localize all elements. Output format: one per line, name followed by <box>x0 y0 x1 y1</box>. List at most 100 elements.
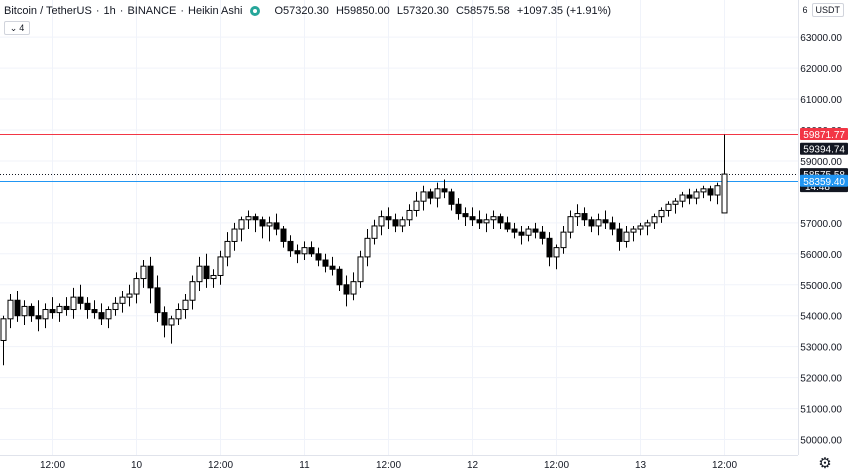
candle-body <box>623 231 630 242</box>
candle-body <box>308 247 315 255</box>
low-label: L <box>396 5 403 17</box>
price-marker-label: 58359.40 <box>803 177 845 188</box>
currency-label[interactable]: USDT <box>811 3 844 17</box>
exchange-label: BINANCE <box>127 5 177 17</box>
candle-body <box>56 305 63 314</box>
candle-body <box>196 265 203 283</box>
x-tick-label: 11 <box>299 460 310 471</box>
candle-body <box>252 216 259 221</box>
candle-body <box>49 309 56 314</box>
candle-body <box>686 194 693 199</box>
candle-body <box>679 194 686 202</box>
candle-body <box>266 222 273 227</box>
candle-body <box>497 216 504 224</box>
y-tick-label: 52000.00 <box>800 374 842 385</box>
candle-body <box>364 237 371 258</box>
candle-body <box>532 228 539 233</box>
candle-body <box>350 281 357 295</box>
candle-body <box>581 213 588 221</box>
candle-body <box>203 265 210 280</box>
legend-sep: · <box>119 5 124 17</box>
legend-sep: · <box>180 5 185 17</box>
chevron-down-icon: ⌄ <box>9 22 18 33</box>
low-value: 57320.30 <box>402 5 449 17</box>
candle-body <box>119 296 126 304</box>
candle-body <box>168 318 175 326</box>
candle-body <box>189 281 196 301</box>
candle-body <box>721 173 728 214</box>
candle-body <box>14 299 21 317</box>
candle-body <box>217 256 224 276</box>
candle-body <box>133 278 140 295</box>
candle-body <box>245 216 252 221</box>
candle-body <box>161 312 168 326</box>
gear-icon[interactable]: ⚙ <box>818 455 832 472</box>
candle-body <box>385 216 392 221</box>
candle-body <box>399 219 406 227</box>
candle-body <box>588 219 595 227</box>
high-value: 59850.00 <box>343 5 390 17</box>
candle-body <box>294 250 301 255</box>
open-label: O <box>274 5 283 17</box>
chart-style-label[interactable]: Heikin Ashi <box>188 5 243 17</box>
candle-body <box>413 200 420 211</box>
candle-body <box>707 188 714 196</box>
candle-body <box>378 216 385 227</box>
candle-body <box>700 188 707 193</box>
y-tick-label: 62000.00 <box>800 64 842 75</box>
candle-body <box>84 302 91 311</box>
symbol-legend[interactable]: Bitcoin / TetherUS · 1h · BINANCE · Heik… <box>4 3 615 19</box>
candle-body <box>637 225 644 230</box>
symbol-name[interactable]: Bitcoin / TetherUS <box>4 5 92 17</box>
candle-body <box>441 188 448 193</box>
candle-body <box>462 213 469 218</box>
candle-body <box>105 309 112 320</box>
x-tick-label: 12:00 <box>40 460 65 471</box>
ohlc-values: O57320.30 H59850.00 L57320.30 C58575.58 … <box>274 5 615 17</box>
y-tick-label: 57000.00 <box>800 219 842 230</box>
candle-body <box>504 222 511 230</box>
candle-body <box>42 309 49 320</box>
candle-body <box>672 200 679 205</box>
x-tick-label: 12 <box>467 460 479 471</box>
currency-selector[interactable]: 6 USDT <box>802 3 844 17</box>
y-tick-label: 51000.00 <box>800 405 842 416</box>
y-tick-label: 55000.00 <box>800 281 842 292</box>
candle-body <box>91 309 98 314</box>
close-value: 58575.58 <box>463 5 510 17</box>
candle-body <box>70 296 77 311</box>
price-lines <box>0 134 798 182</box>
candle-body <box>112 302 119 311</box>
y-tick-label: 53000.00 <box>800 343 842 354</box>
candles[interactable] <box>0 134 728 366</box>
candle-body <box>336 268 343 286</box>
y-tick-label: 50000.00 <box>800 436 842 447</box>
candle-body <box>343 284 350 295</box>
candle-body <box>77 296 84 304</box>
price-marker-high <box>800 127 848 140</box>
high-label: H <box>335 5 344 17</box>
candle-body <box>63 305 70 311</box>
candle-body <box>28 305 35 317</box>
candle-body <box>553 247 560 258</box>
candle-body <box>427 191 434 199</box>
x-tick-label: 12:00 <box>544 460 569 471</box>
candle-body <box>651 216 658 224</box>
y-tick-label: 59000.00 <box>800 157 842 168</box>
candle-body <box>483 219 490 224</box>
candle-body <box>420 191 427 202</box>
candle-body <box>287 240 294 252</box>
x-tick-label: 12:00 <box>376 460 401 471</box>
indicators-toggle-button[interactable]: ⌄ 4 <box>4 21 30 35</box>
close-label: C <box>455 5 464 17</box>
candle-body <box>259 219 266 227</box>
candle-body <box>665 203 672 211</box>
interval-label[interactable]: 1h <box>103 5 116 17</box>
candle-body <box>714 185 721 196</box>
candle-body <box>140 265 147 280</box>
candle-body <box>329 265 336 270</box>
candle-body <box>518 231 525 236</box>
candle-body <box>546 237 553 258</box>
